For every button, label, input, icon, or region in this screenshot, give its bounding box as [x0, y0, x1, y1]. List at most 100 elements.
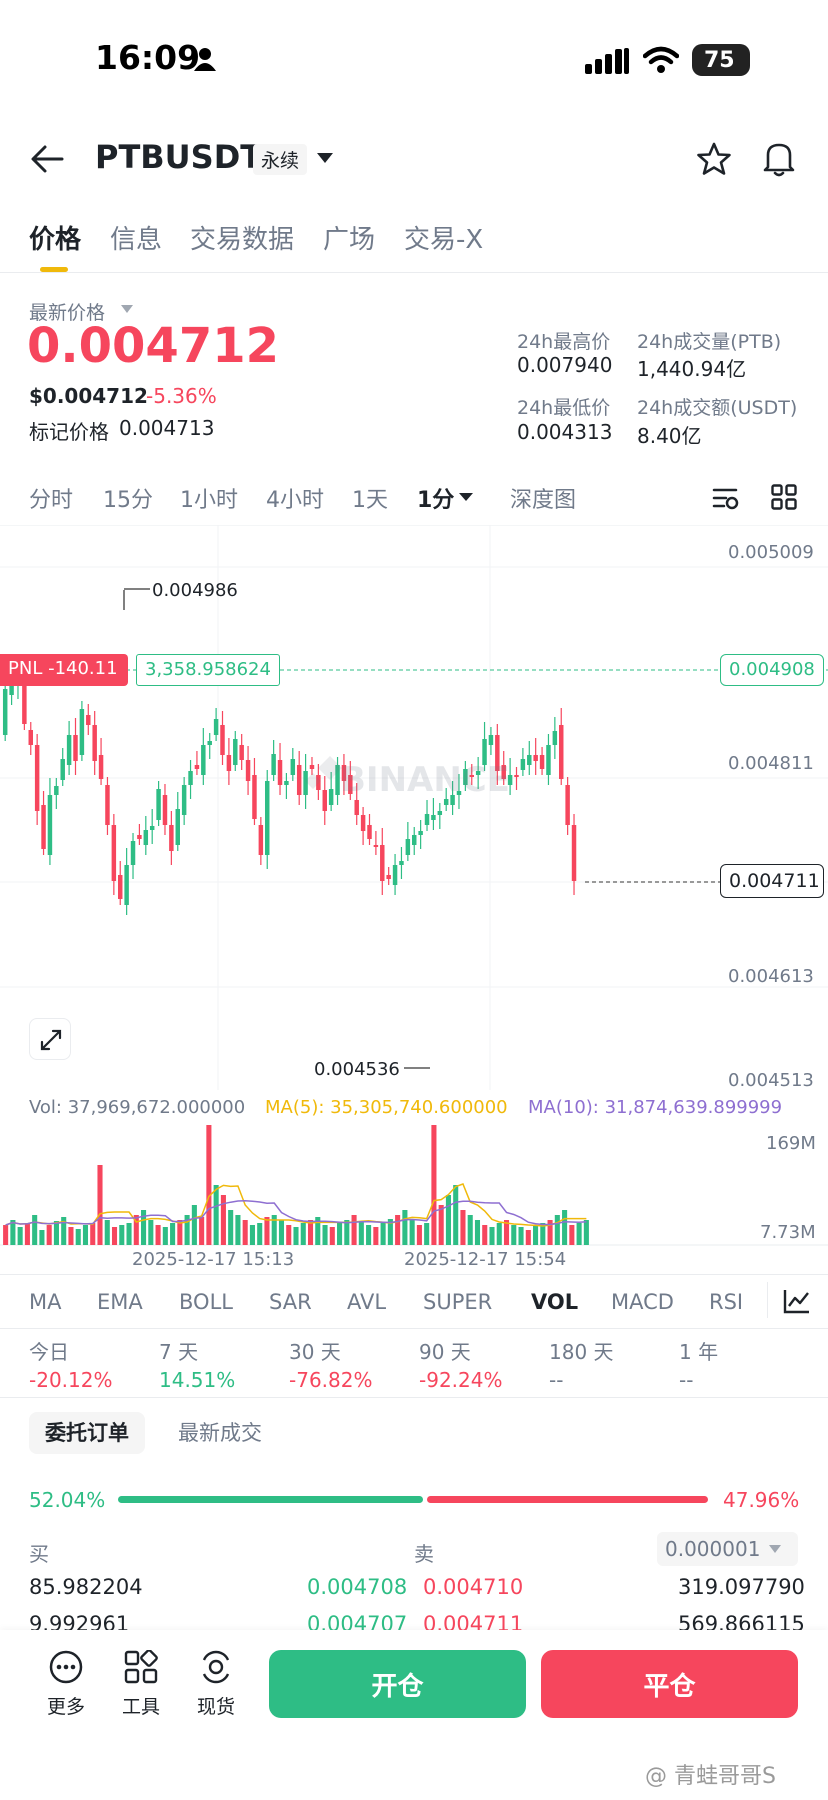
candle-body	[450, 795, 455, 805]
tab-price[interactable]: 价格	[29, 225, 82, 255]
volume-bar	[126, 1223, 132, 1245]
candle-body	[443, 799, 449, 805]
volume-bar	[119, 1225, 125, 1245]
caret-down-icon[interactable]	[316, 152, 334, 164]
volume-bar	[503, 1220, 510, 1245]
candle-body	[54, 786, 59, 795]
candle-body	[501, 765, 506, 779]
volume-bar	[242, 1220, 248, 1245]
candle-body	[9, 685, 14, 695]
indicator-avl[interactable]: AVL	[347, 1290, 387, 1314]
tab-latest-trades[interactable]: 最新成交	[178, 1421, 262, 1445]
indicator-sar[interactable]: SAR	[269, 1290, 312, 1314]
entry-price-label: 0.004908	[720, 654, 824, 686]
ask-price[interactable]: 0.004710	[423, 1575, 524, 1599]
candle-body	[105, 785, 110, 825]
bell-icon[interactable]	[762, 140, 796, 178]
volume-bar	[278, 1220, 285, 1245]
volume-bar	[511, 1225, 517, 1245]
candlestick-chart[interactable]: BINANCE 0.004986 0.004536	[0, 525, 828, 1090]
star-icon[interactable]	[697, 142, 731, 176]
volume-bar	[431, 1125, 437, 1245]
candle-body	[309, 765, 315, 769]
candle-body	[60, 759, 65, 780]
period-label: 今日	[29, 1340, 69, 1364]
more-button[interactable]: 更多	[36, 1650, 96, 1719]
tab-trading-data[interactable]: 交易数据	[190, 225, 295, 255]
vol-bottom-label: 7.73M	[760, 1222, 816, 1243]
interval-1h[interactable]: 1小时	[180, 488, 238, 513]
volume-bar	[554, 1215, 560, 1245]
tab-trade-x[interactable]: 交易-X	[404, 225, 484, 255]
close-position-button[interactable]: 平仓	[541, 1650, 798, 1718]
last-price-label: 最新价格	[29, 302, 106, 324]
period-value: --	[679, 1368, 694, 1392]
caret-down-icon[interactable]	[120, 304, 134, 314]
spot-button[interactable]: 现货	[186, 1650, 246, 1719]
expand-icon	[40, 1029, 62, 1051]
time-axis-label: 2025-12-17 15:54	[404, 1249, 567, 1270]
indicator-ma[interactable]: MA	[29, 1290, 62, 1314]
last-price: 0.004712	[27, 318, 280, 374]
interval-4h[interactable]: 4小时	[266, 488, 324, 513]
symbol-title[interactable]: PTBUSDT	[95, 138, 263, 176]
vol-top-label: 169M	[766, 1133, 816, 1154]
interval-timeline[interactable]: 分时	[29, 488, 74, 513]
candle-body	[118, 875, 123, 899]
chart-settings-icon[interactable]	[712, 484, 740, 512]
volume-bar	[104, 1220, 110, 1245]
candle-body	[194, 765, 200, 769]
candle-body	[188, 771, 193, 785]
open-position-button[interactable]: 开仓	[269, 1650, 526, 1718]
interval-1d[interactable]: 1天	[352, 488, 388, 513]
volume-bar	[344, 1220, 350, 1245]
tab-info[interactable]: 信息	[110, 225, 163, 255]
indicator-super[interactable]: SUPER	[423, 1290, 493, 1314]
interval-1m[interactable]: 1分	[417, 488, 455, 513]
volume-bar	[264, 1217, 270, 1245]
volume-bar	[496, 1223, 502, 1245]
period-value: 14.51%	[159, 1368, 236, 1392]
volume-bar	[395, 1215, 401, 1245]
interval-depth[interactable]: 深度图	[510, 488, 577, 513]
buy-ratio: 52.04%	[29, 1488, 106, 1512]
mark-price: 0.004713	[119, 416, 215, 440]
candle-body	[137, 835, 142, 839]
volume-bar	[540, 1223, 546, 1245]
candle-body	[533, 755, 538, 761]
bid-price[interactable]: 0.004708	[307, 1575, 408, 1599]
change-percent: -5.36%	[146, 384, 217, 408]
candle-body	[86, 715, 91, 725]
back-arrow-icon[interactable]	[30, 144, 64, 174]
volume-bar	[177, 1220, 183, 1245]
indicator-macd[interactable]: MACD	[611, 1290, 674, 1314]
period-value: -76.82%	[289, 1368, 373, 1392]
volume-bar	[293, 1227, 299, 1245]
spot-label: 现货	[196, 1696, 235, 1718]
fullscreen-button[interactable]	[29, 1018, 71, 1060]
pnl-label[interactable]: PNL -140.11	[0, 654, 128, 686]
volume-bar	[235, 1215, 241, 1245]
indicator-settings-icon[interactable]	[783, 1288, 811, 1314]
tab-orders[interactable]: 委托订单	[29, 1412, 145, 1454]
ask-qty[interactable]: 319.097790	[678, 1575, 805, 1599]
volume-bar	[220, 1195, 226, 1245]
layout-grid-icon[interactable]	[771, 484, 797, 510]
volume-bar	[90, 1223, 96, 1245]
indicator-rsi[interactable]: RSI	[709, 1290, 744, 1314]
indicator-ema[interactable]: EMA	[97, 1290, 143, 1314]
candle-body	[469, 775, 474, 777]
candle-body	[463, 769, 468, 785]
candle-body	[252, 775, 257, 819]
precision-value: 0.000001	[665, 1537, 761, 1561]
caret-down-icon[interactable]	[458, 492, 474, 502]
tools-button[interactable]: 工具	[111, 1649, 171, 1719]
candle-body	[162, 795, 168, 825]
indicator-boll[interactable]: BOLL	[179, 1290, 233, 1314]
candle-body	[290, 759, 296, 775]
bid-qty[interactable]: 85.982204	[29, 1575, 143, 1599]
tab-square[interactable]: 广场	[323, 225, 376, 255]
indicator-vol[interactable]: VOL	[531, 1290, 579, 1314]
interval-15m[interactable]: 15分	[103, 488, 153, 513]
candle-body	[386, 875, 391, 879]
